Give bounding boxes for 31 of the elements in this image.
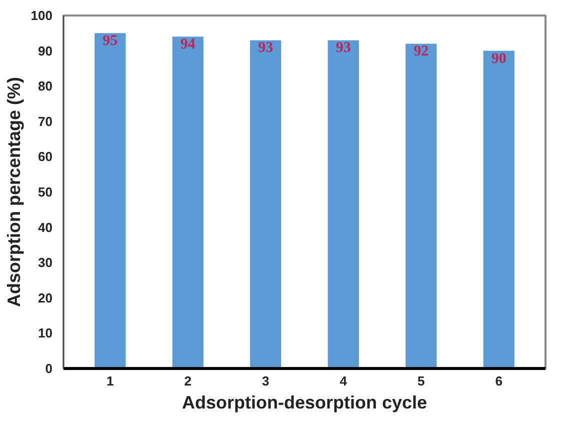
y-tick-label: 10 [38, 326, 53, 341]
y-tick-label: 90 [38, 43, 53, 58]
bar [328, 40, 359, 368]
data-label: 92 [414, 44, 429, 60]
x-tick-label: 1 [106, 374, 114, 388]
bar [172, 36, 204, 368]
x-tick-label: 3 [262, 374, 270, 388]
y-tick-label: 20 [38, 290, 53, 306]
y-tick-label: 60 [38, 149, 53, 164]
x-tick-label: 6 [495, 374, 502, 388]
y-tick-label: 50 [38, 184, 53, 200]
bar [406, 44, 437, 368]
data-label: 93 [336, 40, 351, 56]
y-axis-title: Adsorption percentage (%) [4, 76, 24, 308]
x-axis-title: Adsorption-desorption cycle [182, 392, 428, 412]
data-label: 90 [491, 50, 506, 67]
data-label: 95 [102, 33, 118, 50]
y-tick-label: 100 [30, 8, 53, 23]
data-label: 93 [258, 40, 274, 56]
bar [94, 33, 126, 368]
bar [250, 40, 282, 368]
y-tick-label: 40 [38, 220, 53, 235]
x-tick-label: 4 [340, 374, 348, 388]
y-tick-label: 30 [38, 255, 53, 270]
y-tick-label: 80 [38, 78, 53, 94]
data-label: 94 [180, 36, 196, 53]
y-tick-label: 70 [38, 114, 53, 129]
bar [483, 50, 514, 368]
x-tick-label: 5 [418, 374, 425, 388]
y-tick-label: 0 [45, 361, 53, 376]
x-tick-label: 2 [184, 374, 192, 388]
